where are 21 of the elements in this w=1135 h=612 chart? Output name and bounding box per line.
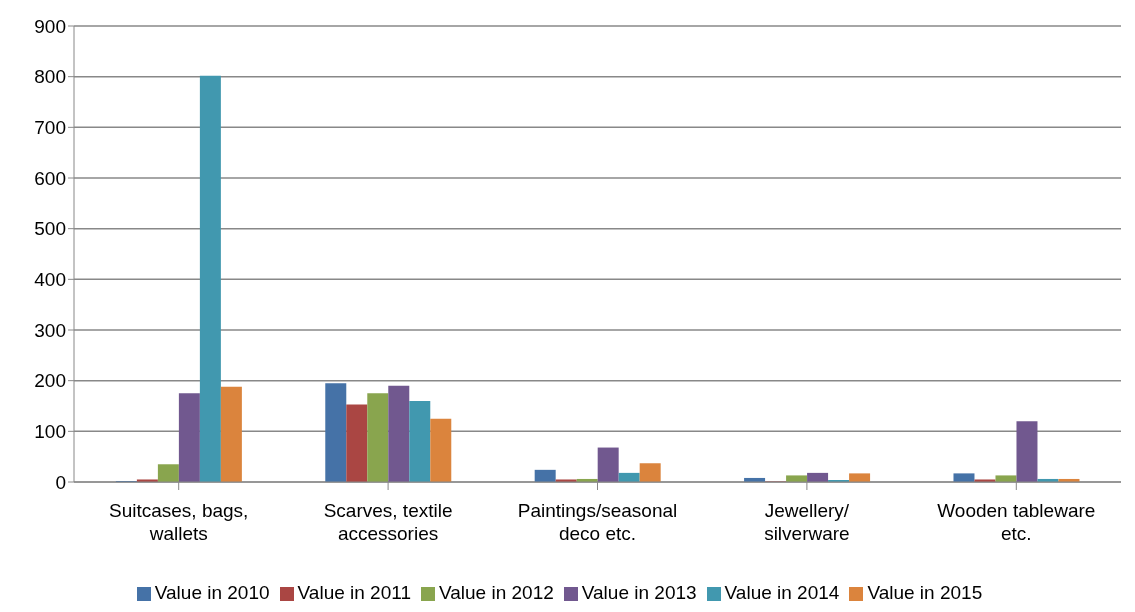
legend-label: Value in 2011 — [297, 582, 411, 603]
y-tick-label: 900 — [34, 15, 66, 37]
x-tick-label: Wooden tableware etc. — [937, 500, 1096, 544]
y-tick-label: 600 — [34, 167, 66, 189]
y-tick-label: 700 — [34, 117, 66, 139]
y-tick-label: 0 — [55, 471, 66, 493]
x-tick-label: Scarves, textile accessories — [323, 500, 453, 544]
legend-label: Value in 2013 — [581, 582, 697, 603]
legend-label: Value in 2014 — [724, 582, 840, 603]
y-tick-label: 400 — [34, 269, 66, 291]
x-tick-label: Suitcases, bags, wallets — [108, 500, 249, 544]
legend-label: Value in 2015 — [867, 582, 983, 603]
y-tick-label: 300 — [34, 319, 66, 341]
legend-label: Value in 2010 — [154, 582, 270, 603]
x-tick-label: Paintings/seasonal deco etc. — [517, 500, 678, 544]
y-tick-label: 500 — [34, 218, 66, 240]
legend-label: Value in 2012 — [438, 582, 554, 603]
y-tick-label: 200 — [34, 370, 66, 392]
y-tick-label: 100 — [34, 421, 66, 443]
y-tick-label: 800 — [34, 66, 66, 88]
x-tick-label: Jewellery/ silverware — [764, 500, 850, 544]
